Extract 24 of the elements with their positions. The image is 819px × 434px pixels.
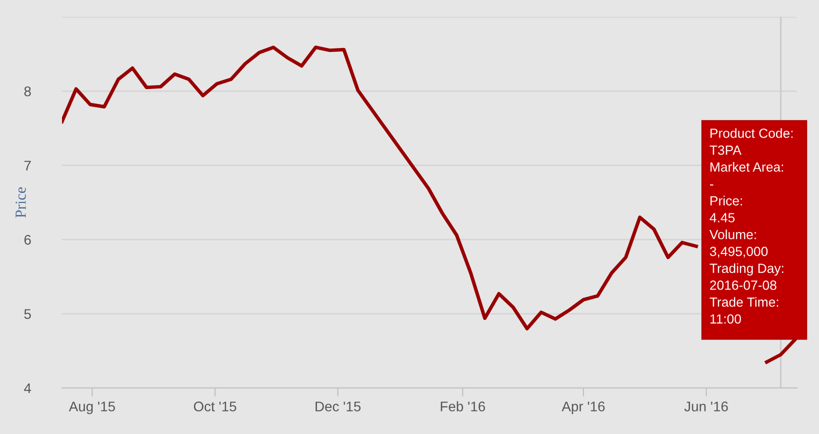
x-tick-label: Jun '16: [684, 402, 728, 412]
annotation: -: [710, 184, 714, 186]
y-tick-label: 7: [24, 160, 31, 170]
x-tick-label: Apr '16: [562, 402, 605, 414]
y-tick-label: 6: [24, 234, 31, 245]
y-tick-label: 4: [24, 383, 32, 394]
x-tick-label: Aug '15: [68, 402, 115, 414]
annotation: Trade Time:: [710, 297, 778, 307]
x-tick-label: Dec '15: [316, 402, 361, 412]
annotation: Product Code:: [710, 128, 793, 138]
annotation: 11:00: [710, 314, 741, 324]
annotation: 4.45: [710, 213, 735, 222]
annotation: Market Area:: [710, 162, 784, 172]
annotation: 3,495,000: [710, 246, 768, 258]
annotation: 2016-07-08: [710, 280, 776, 290]
x-tick-label: Feb '16: [440, 401, 485, 412]
annotation: Price:: [710, 196, 742, 206]
annotation: T3PA: [710, 145, 742, 155]
annotation: Trading Day:: [710, 263, 784, 276]
y-tick-label: 8: [24, 86, 31, 96]
y-tick-label: 5: [24, 309, 31, 319]
annotation: Volume:: [709, 230, 756, 240]
y-axis-title: Price: [16, 187, 26, 218]
x-tick-label: Oct '15: [194, 402, 236, 412]
